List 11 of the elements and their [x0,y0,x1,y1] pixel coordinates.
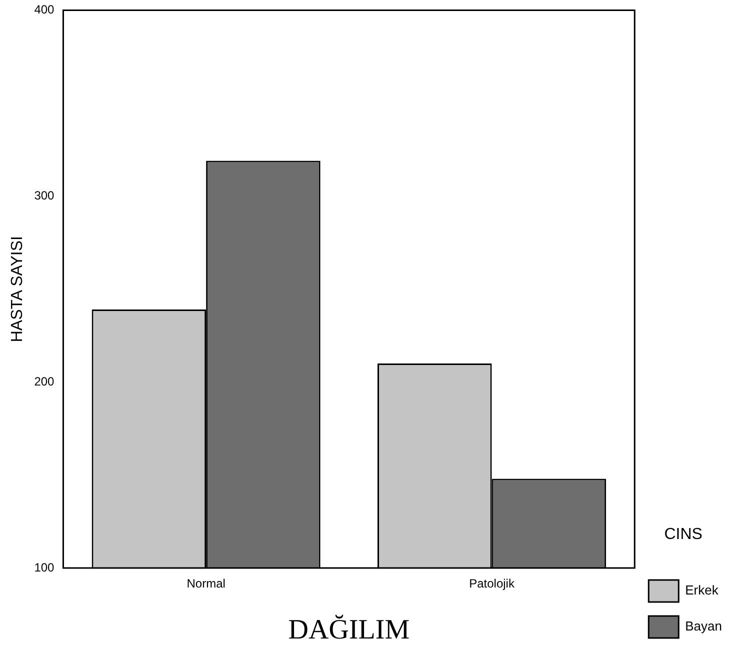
x-tick-label: Patolojik [469,576,516,591]
y-tick-label: 300 [34,188,55,202]
y-axis-title: HASTA SAYISI [9,236,26,342]
legend-title: CINS [664,526,702,544]
legend-label: Bayan [685,618,722,634]
y-tick-label: 400 [34,2,55,17]
y-tick-label: 200 [34,374,55,388]
x-axis-title: DAĞILIM [288,614,410,646]
x-tick-label: Normal [186,576,226,591]
legend-label: Erkek [685,582,719,598]
y-tick-label: 100 [34,560,55,574]
